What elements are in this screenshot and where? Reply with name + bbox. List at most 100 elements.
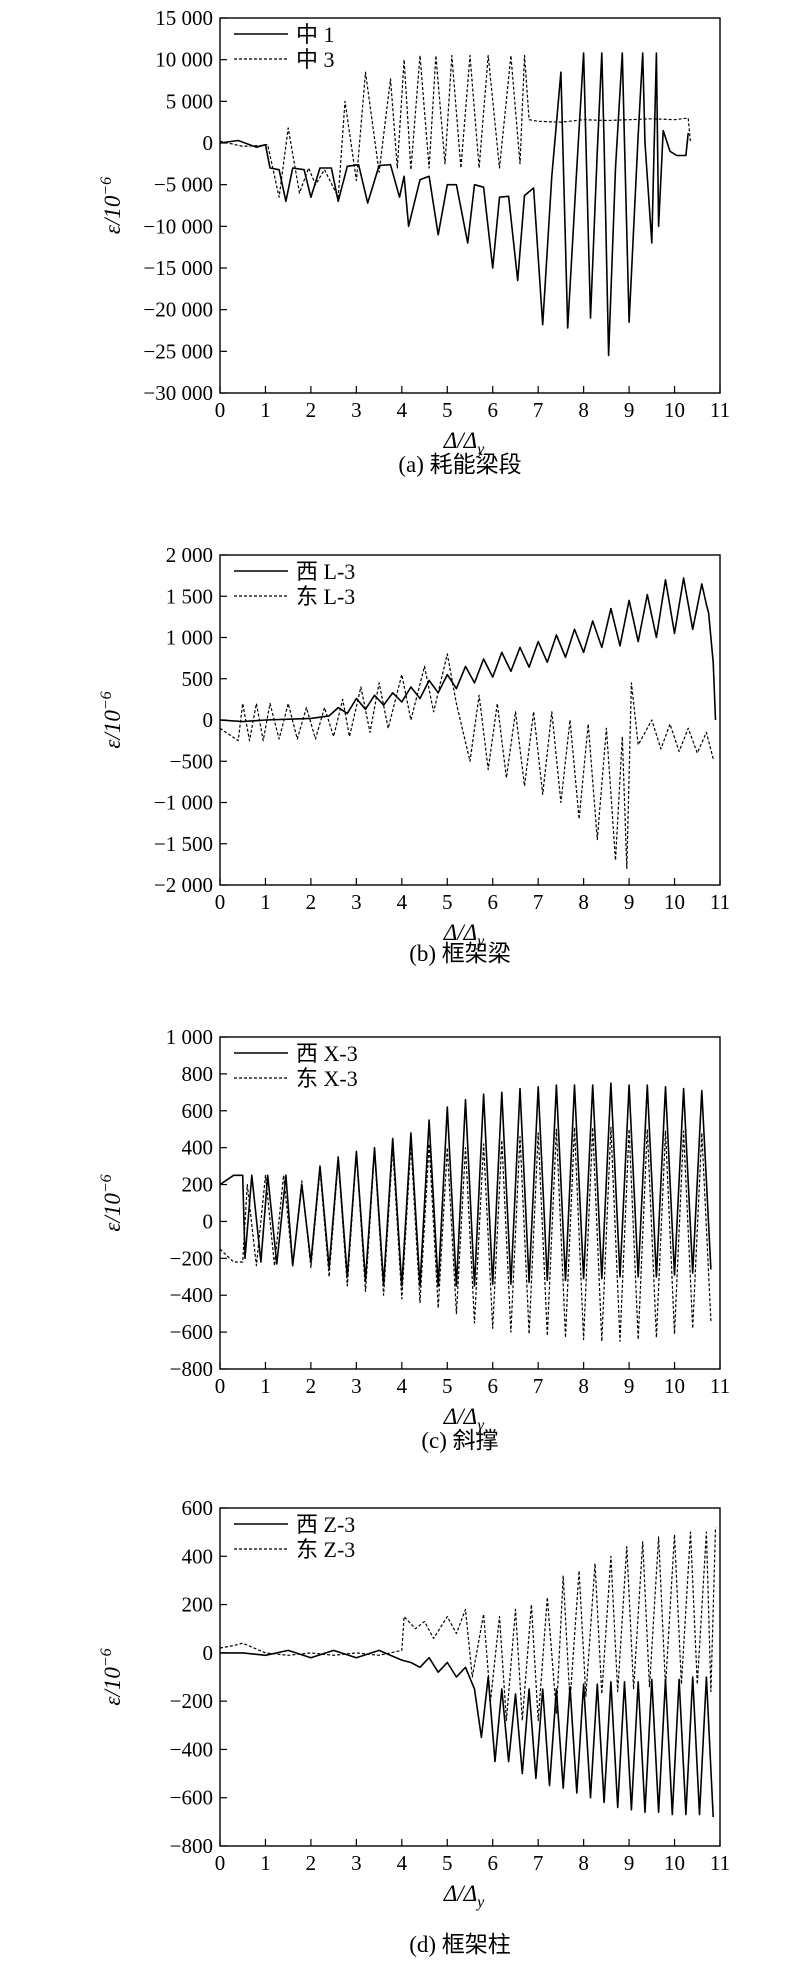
x-tick-label: 9	[624, 890, 635, 914]
legend-label-1: 东 Z-3	[296, 1537, 355, 1562]
x-tick-label: 5	[442, 1374, 453, 1398]
y-tick-label: −15 000	[143, 256, 213, 280]
y-tick-label: −200	[170, 1246, 213, 1270]
legend-label-0: 西 L-3	[296, 559, 355, 584]
x-tick-label: 1	[260, 1374, 271, 1398]
y-axis-title-sup: −6	[98, 691, 115, 710]
y-tick-label: −500	[170, 749, 213, 773]
x-tick-label: 6	[487, 1851, 498, 1875]
x-tick-label: 10	[664, 1374, 685, 1398]
y-tick-label: 1 000	[166, 626, 213, 650]
x-tick-label: 4	[397, 398, 408, 422]
legend-label-1: 东 L-3	[296, 584, 355, 609]
chart-panel-0: 0 1 2 3 4 5 6 7 8 9 10 11 −30 000 −25 000 −20 000 −15 0…	[98, 6, 730, 477]
series-line-0	[220, 1649, 714, 1818]
chart-panel-1: 0 1 2 3 4 5 6 7 8 9 10 11 −2 000 −1 500 −1 000 −500 0 500…	[98, 543, 730, 966]
series-line-1	[219, 1527, 717, 1722]
x-tick-label: 4	[397, 890, 408, 914]
x-tick-label: 10	[664, 398, 685, 422]
legend-label-0: 中 1	[296, 22, 335, 47]
y-tick-label: −800	[170, 1357, 213, 1381]
y-axis-title-sup: −6	[98, 177, 115, 196]
y-tick-label: 0	[203, 1641, 214, 1665]
y-tick-label: −25 000	[143, 339, 213, 363]
x-tick-label: 3	[351, 890, 362, 914]
y-tick-label: 200	[182, 1593, 214, 1617]
y-tick-label: −5 000	[154, 173, 213, 197]
y-tick-label: −800	[170, 1834, 213, 1858]
plot-frame	[219, 1036, 721, 1370]
y-tick-label: −1 500	[154, 832, 213, 856]
x-tick-label: 8	[578, 398, 589, 422]
x-tick-label: 4	[397, 1374, 408, 1398]
y-tick-label: 500	[182, 667, 214, 691]
x-axis-title-sub: y	[475, 933, 485, 950]
panel-caption: (b) 框架梁	[409, 941, 511, 966]
series-line-0	[219, 52, 689, 357]
x-tick-label: 3	[351, 1374, 362, 1398]
x-tick-label: 2	[306, 1851, 317, 1875]
x-tick-label: 1	[260, 1851, 271, 1875]
y-axis-title-sup: −6	[98, 1648, 115, 1667]
x-tick-label: 4	[397, 1851, 408, 1875]
x-tick-label: 7	[533, 1851, 544, 1875]
x-tick-label: 6	[487, 398, 498, 422]
x-tick-label: 7	[533, 890, 544, 914]
y-axis-title: ε/10−6	[98, 691, 125, 748]
y-tick-label: −200	[170, 1689, 213, 1713]
x-tick-label: 8	[578, 1374, 589, 1398]
y-tick-label: 1 500	[166, 584, 213, 608]
panel-caption: (c) 斜撑	[421, 1428, 498, 1453]
x-tick-label: 10	[664, 1851, 685, 1875]
series-line-0	[219, 1082, 712, 1287]
x-tick-label: 11	[710, 1374, 730, 1398]
y-tick-label: 400	[182, 1136, 214, 1160]
x-tick-label: 2	[306, 398, 317, 422]
y-axis-title: ε/10−6	[98, 1648, 125, 1705]
x-tick-label: 9	[624, 1851, 635, 1875]
x-tick-label: 7	[533, 1374, 544, 1398]
x-tick-label: 2	[306, 1374, 317, 1398]
x-tick-label: 8	[578, 890, 589, 914]
y-tick-label: 600	[182, 1099, 214, 1123]
x-axis-title: Δ/Δy	[443, 1881, 485, 1911]
y-tick-label: −1 000	[154, 791, 213, 815]
chart-panel-2: 0 1 2 3 4 5 6 7 8 9 10 11 −800 −600 −400 −200 0 200 400 600…	[98, 1025, 730, 1453]
plot-frame	[219, 1507, 721, 1847]
x-tick-label: 5	[442, 398, 453, 422]
y-tick-label: −600	[170, 1320, 213, 1344]
x-tick-label: 7	[533, 398, 544, 422]
x-tick-label: 3	[351, 398, 362, 422]
y-tick-label: 800	[182, 1062, 214, 1086]
y-axis-title: ε/10−6	[98, 177, 125, 234]
x-tick-label: 0	[215, 890, 226, 914]
y-tick-label: −400	[170, 1737, 213, 1761]
x-tick-label: 2	[306, 890, 317, 914]
panel-caption: (d) 框架柱	[409, 1932, 511, 1957]
y-tick-label: −30 000	[143, 381, 213, 405]
y-tick-label: 200	[182, 1173, 214, 1197]
x-tick-label: 6	[487, 1374, 498, 1398]
y-tick-label: 1 000	[166, 1025, 213, 1049]
y-tick-label: −2 000	[154, 873, 213, 897]
y-axis-title: ε/10−6	[98, 1174, 125, 1231]
y-tick-label: −600	[170, 1786, 213, 1810]
x-axis-title-sub: y	[475, 1894, 485, 1911]
x-axis-title-sub: y	[475, 441, 485, 458]
series-line-1	[219, 653, 714, 870]
y-tick-label: 400	[182, 1544, 214, 1568]
y-axis-title-sup: −6	[98, 1174, 115, 1193]
legend-label-1: 中 3	[296, 47, 335, 72]
x-tick-label: 0	[215, 1374, 226, 1398]
x-axis-title-sub: y	[475, 1417, 485, 1434]
x-tick-label: 1	[260, 398, 271, 422]
legend-label-0: 西 X-3	[296, 1041, 358, 1066]
x-tick-label: 9	[624, 1374, 635, 1398]
y-tick-label: 0	[203, 1209, 214, 1233]
plot-frame	[219, 17, 721, 394]
x-tick-label: 11	[710, 890, 730, 914]
x-tick-label: 5	[442, 1851, 453, 1875]
x-tick-label: 3	[351, 1851, 362, 1875]
x-tick-label: 0	[215, 398, 226, 422]
